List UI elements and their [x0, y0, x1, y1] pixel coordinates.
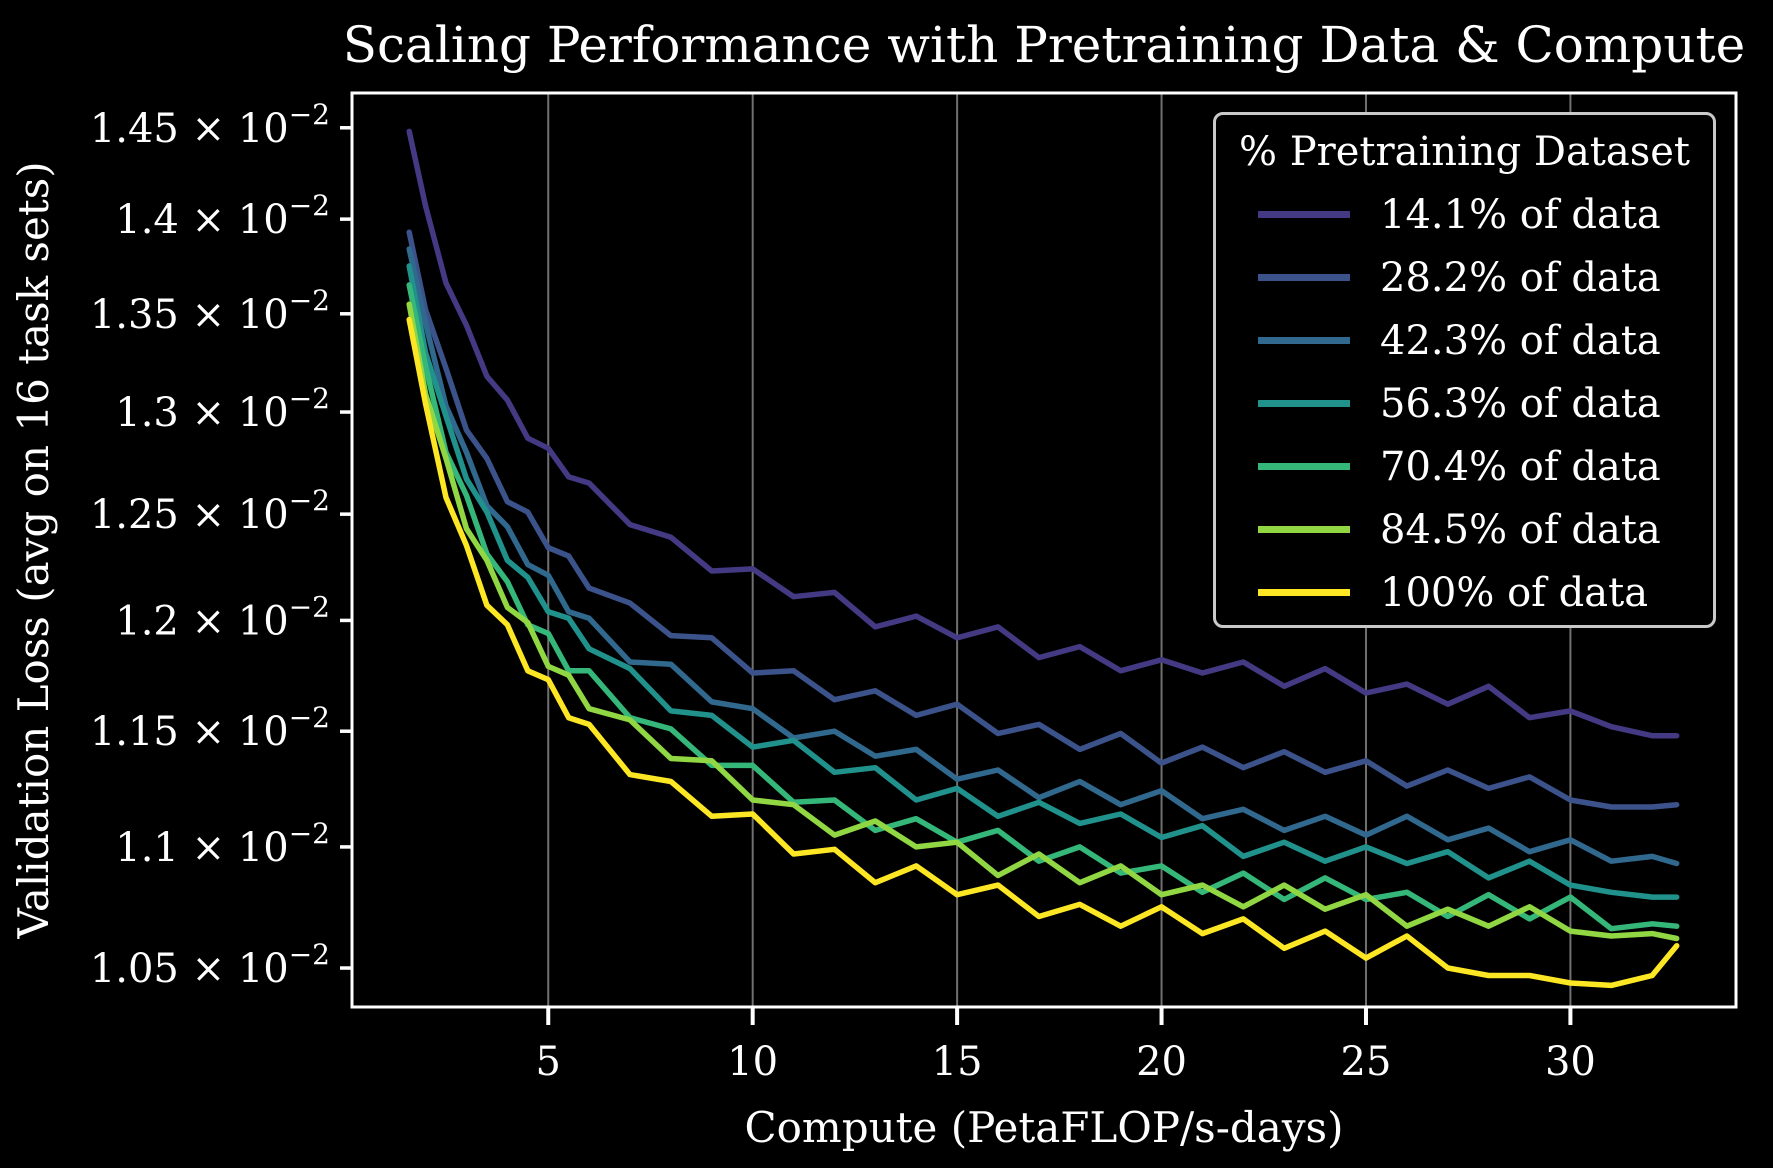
- legend-item: 28.2% of data: [1216, 246, 1713, 309]
- legend-item: 56.3% of data: [1216, 372, 1713, 435]
- x-ticks: [546, 1007, 1573, 1025]
- legend-item: 100% of data: [1216, 561, 1713, 624]
- legend-item-label: 70.4% of data: [1380, 443, 1661, 490]
- y-ticks: [340, 126, 352, 970]
- y-tick-label-1.3: 1.3 × 10−2: [115, 382, 330, 436]
- series-line-100% of data: [406, 316, 1680, 989]
- legend-item: 42.3% of data: [1216, 309, 1713, 372]
- y-tick-label-1.05: 1.05 × 10−2: [90, 938, 330, 992]
- y-tick-label-1.15: 1.15 × 10−2: [90, 701, 330, 755]
- x-tick-label-25: 25: [1341, 1039, 1392, 1085]
- legend-item-label: 100% of data: [1380, 569, 1649, 616]
- series-line-42.3% of data: [406, 246, 1680, 867]
- series-line-28.2% of data: [406, 229, 1680, 810]
- legend-item-label: 28.2% of data: [1380, 254, 1661, 301]
- series-line-84.5% of data: [406, 301, 1680, 942]
- x-tick-label-20: 20: [1136, 1039, 1187, 1085]
- x-tick-label-10: 10: [727, 1039, 778, 1085]
- legend-item: 14.1% of data: [1216, 183, 1713, 246]
- y-axis-label: Validation Loss (avg on 16 task sets): [9, 161, 58, 939]
- x-tick-labels: 5 10 15 20 25 30: [536, 1039, 1596, 1085]
- legend-title: % Pretraining Dataset: [1238, 129, 1690, 175]
- y-tick-label-1.45: 1.45 × 10−2: [90, 98, 330, 152]
- y-tick-label-1.4: 1.4 × 10−2: [115, 189, 330, 243]
- series-lines: [406, 128, 1680, 989]
- legend-item-label: 42.3% of data: [1380, 317, 1661, 364]
- x-tick-label-30: 30: [1545, 1039, 1596, 1085]
- legend-swatch: [1258, 337, 1350, 344]
- legend-swatch: [1258, 589, 1350, 596]
- y-tick-label-1.2: 1.2 × 10−2: [115, 590, 330, 644]
- legend-swatch: [1258, 526, 1350, 533]
- legend-swatch: [1258, 463, 1350, 470]
- x-tick-label-5: 5: [536, 1039, 561, 1085]
- x-tick-label-15: 15: [932, 1039, 983, 1085]
- legend-item: 70.4% of data: [1216, 435, 1713, 498]
- plot-border: [350, 91, 1738, 1009]
- series-line-56.3% of data: [406, 263, 1680, 900]
- legend-swatch: [1258, 274, 1350, 281]
- y-tick-label-1.35: 1.35 × 10−2: [90, 284, 330, 338]
- legend-item-label: 56.3% of data: [1380, 380, 1661, 427]
- legend-item-label: 84.5% of data: [1380, 506, 1661, 553]
- y-tick-label-1.25: 1.25 × 10−2: [90, 484, 330, 538]
- y-tick-labels: 1.45 × 10−2 1.4 × 10−2 1.35 × 10−2 1.3 × 10…: [90, 98, 330, 992]
- chart-title: Scaling Performance with Pretraining Dat…: [343, 16, 1745, 74]
- legend-rows: 14.1% of data 28.2% of data 42.3% of data 5…: [1216, 183, 1713, 624]
- series-line-14.1% of data: [406, 128, 1680, 739]
- legend-item: 84.5% of data: [1216, 498, 1713, 561]
- legend: % Pretraining Dataset 14.1% of data 28.2%…: [1213, 112, 1716, 628]
- x-axis-label: Compute (PetaFLOP/s-days): [744, 1103, 1343, 1152]
- legend-swatch: [1258, 400, 1350, 407]
- legend-item-label: 14.1% of data: [1380, 191, 1661, 238]
- legend-swatch: [1258, 211, 1350, 218]
- y-tick-label-1.1: 1.1 × 10−2: [115, 817, 330, 871]
